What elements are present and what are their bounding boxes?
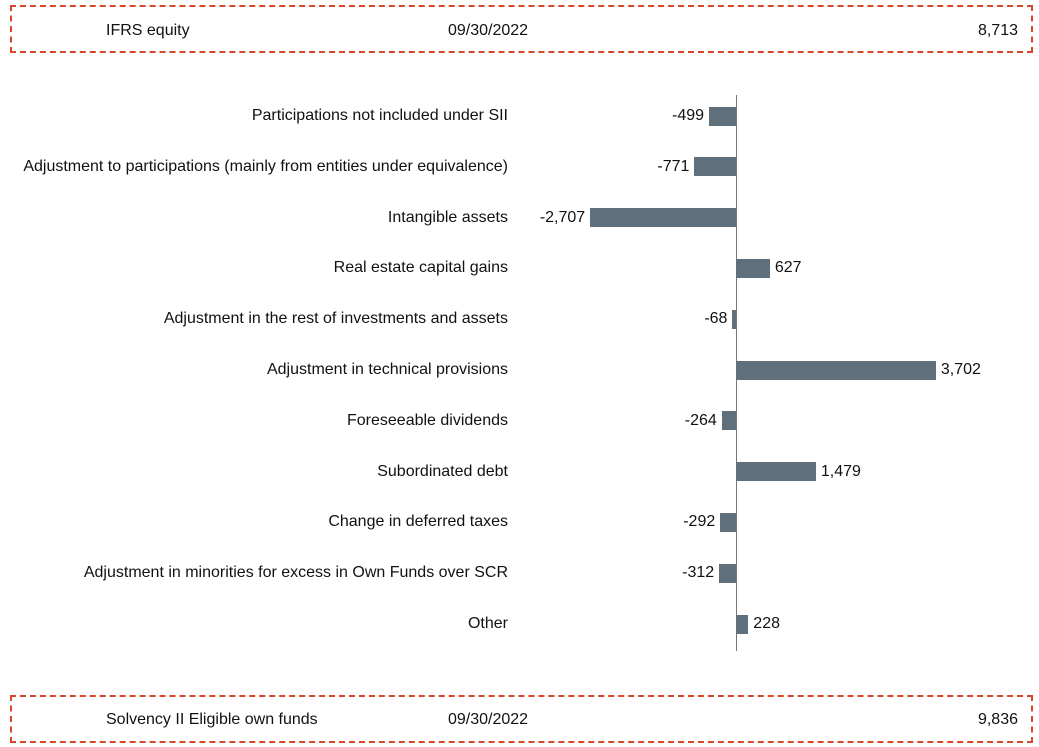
bar [736,614,749,634]
value-label: -499 [672,107,705,124]
bar [736,360,936,380]
bar [736,462,816,482]
category-label: Adjustment in minorities for excess in O… [83,564,508,582]
category-label: Adjustment to participations (mainly fro… [23,157,508,175]
bar [719,563,736,583]
category-label: Subordinated debt [377,462,508,480]
header-box: IFRS equity 09/30/2022 8,713 [10,5,1033,53]
value-label: -292 [683,513,716,531]
bar [589,208,736,228]
value-label: -2,707 [539,208,586,226]
category-label: Intangible assets [387,208,508,226]
value-label: 1,479 [820,462,861,480]
footer-label: Solvency II Eligible own funds [106,711,318,728]
bar [732,309,736,329]
bar [694,157,736,177]
category-label: Adjustment in technical provisions [266,361,508,378]
category-label: Adjustment in the rest of investments an… [163,310,508,328]
footer-value: 9,836 [977,711,1018,728]
bar [720,512,736,532]
bar [736,258,770,278]
value-label: -312 [682,564,715,582]
category-label: Real estate capital gains [333,259,508,277]
header-date: 09/30/2022 [448,22,529,39]
value-label: -771 [657,157,690,175]
value-label: 228 [753,615,780,632]
category-label: Change in deferred taxes [328,513,508,531]
header-value: 8,713 [977,22,1018,39]
value-label: -68 [704,310,728,328]
category-label: Other [467,615,508,632]
footer-box: Solvency II Eligible own funds 09/30/202… [10,695,1033,743]
bar [709,106,736,126]
category-label: Participations not included under SII [251,107,508,124]
value-label: 3,702 [940,361,981,378]
value-label: 627 [774,259,802,277]
category-label: Foreseeable dividends [347,411,508,429]
header-label: IFRS equity [106,22,190,39]
bar [721,411,736,431]
value-label: -264 [684,411,717,429]
footer-date: 09/30/2022 [448,711,529,728]
